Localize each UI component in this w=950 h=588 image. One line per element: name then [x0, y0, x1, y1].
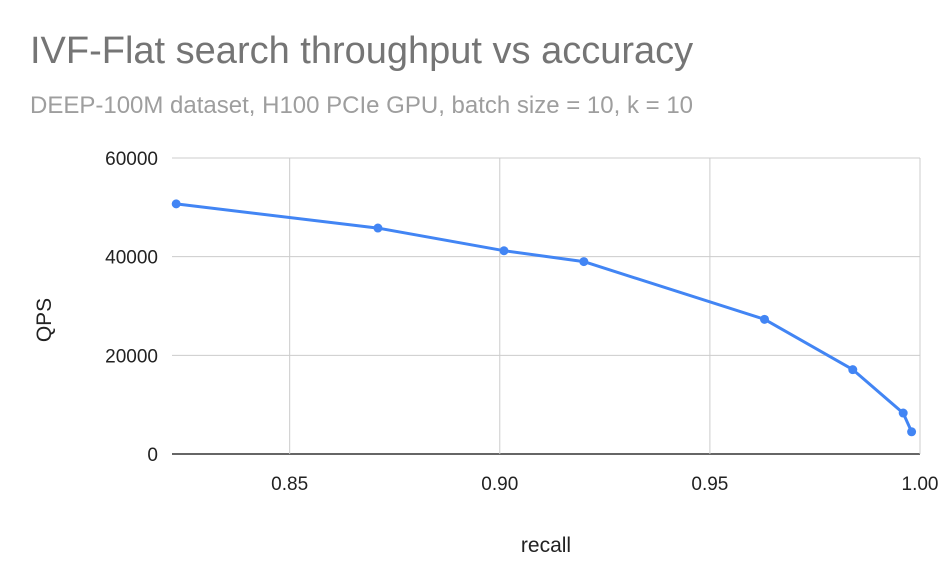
series-layer: [171, 199, 917, 437]
y-tick-label: 0: [147, 445, 158, 466]
data-point: [499, 246, 509, 256]
chart-subtitle: DEEP-100M dataset, H100 PCIe GPU, batch …: [30, 92, 694, 119]
chart-title: IVF-Flat search throughput vs accuracy: [30, 30, 694, 72]
series-line: [174, 202, 914, 434]
data-point: [171, 199, 181, 209]
x-tick-label: 0.95: [691, 474, 728, 495]
y-axis-title: QPS: [33, 298, 56, 342]
data-point: [579, 257, 589, 267]
y-tick-label: 20000: [105, 346, 158, 367]
x-tick-label: 1.00: [902, 474, 939, 495]
x-tick-label: 0.90: [481, 474, 518, 495]
x-axis-title: recall: [521, 534, 571, 557]
gridlines: [172, 157, 921, 455]
data-point: [848, 365, 858, 375]
tick-labels: 0 20000 40000 60000 0.85 0.90 0.95 1.00: [105, 149, 938, 495]
data-point: [898, 408, 908, 418]
x-tick-label: 0.85: [271, 474, 308, 495]
data-point: [907, 427, 917, 437]
y-tick-label: 40000: [105, 248, 158, 269]
y-tick-label: 60000: [105, 149, 158, 170]
data-point: [760, 314, 770, 324]
data-point: [373, 223, 383, 233]
